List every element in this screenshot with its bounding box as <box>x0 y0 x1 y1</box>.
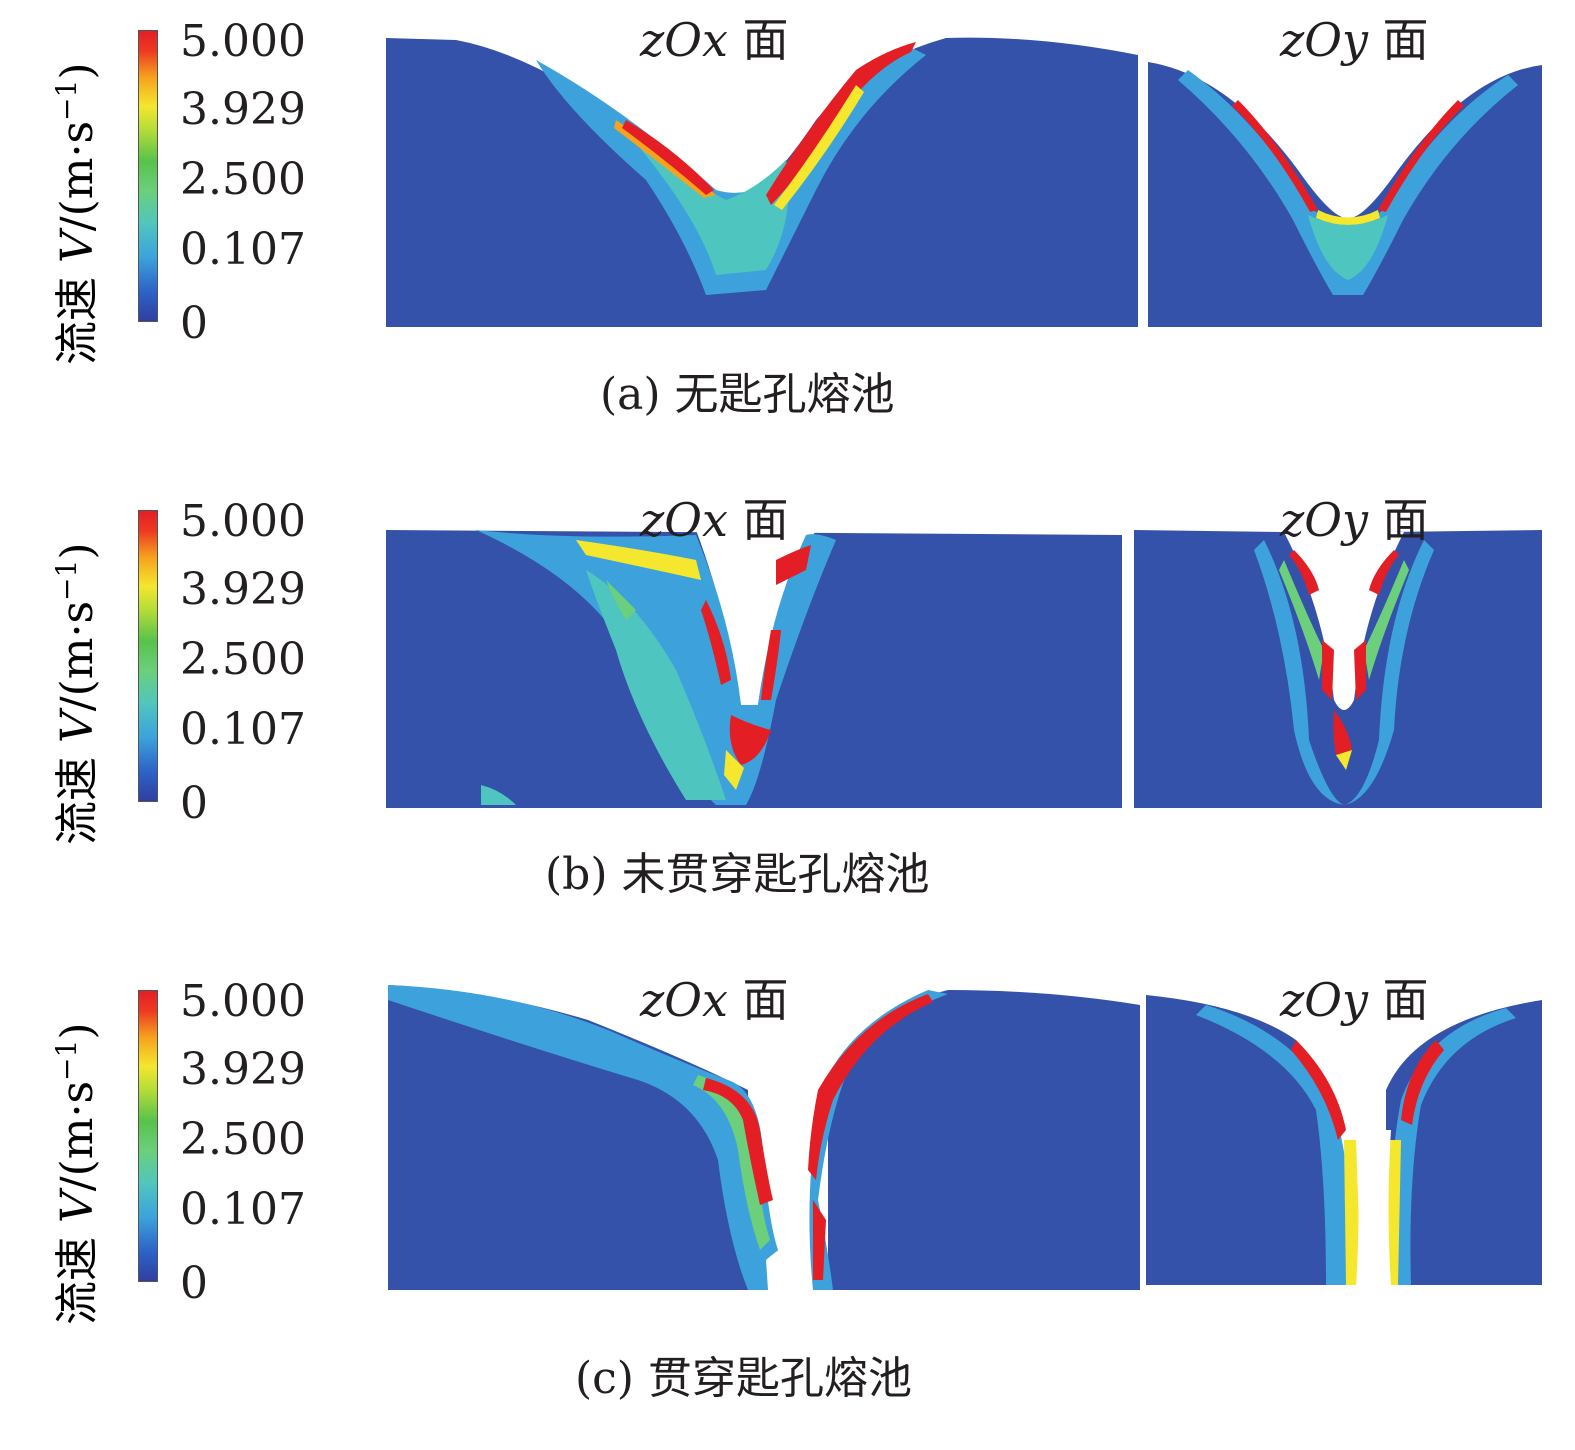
colorbar-tick: 0 <box>180 298 208 349</box>
zoy-panel <box>1148 20 1542 330</box>
colorbar-title: 流速 V/(m·s−1) <box>40 500 110 850</box>
caption-c: (c) 贯穿匙孔熔池 <box>575 1353 912 1404</box>
colorbar-gradient <box>138 990 158 1282</box>
row-a-no-keyhole: 流速 V/(m·s−1) 5.000 3.929 2.500 0.107 0 z… <box>0 13 1575 490</box>
colorbar-tick: 2.500 <box>180 154 306 205</box>
caption-b: (b) 未贯穿匙孔熔池 <box>545 849 930 900</box>
colorbar-legend: 流速 V/(m·s−1) 5.000 3.929 2.500 0.107 0 <box>40 500 340 850</box>
row-c-full-keyhole: 流速 V/(m·s−1) 5.000 3.929 2.500 0.107 0 z… <box>0 973 1575 1450</box>
zox-plane-label: zOx 面 <box>640 13 789 67</box>
colorbar-tick: 0.107 <box>180 704 306 755</box>
colorbar-tick: 0.107 <box>180 224 306 275</box>
zox-panel <box>386 20 1138 330</box>
colorbar-title: 流速 V/(m·s−1) <box>40 980 110 1330</box>
svg-text:流速 V/(m·s−1): 流速 V/(m·s−1) <box>50 1022 103 1325</box>
colorbar-legend: 流速 V/(m·s−1) 5.000 3.929 2.500 0.107 0 <box>40 20 340 370</box>
zox-panel <box>386 500 1122 810</box>
zoy-plane-label: zOy 面 <box>1280 493 1429 547</box>
row-b-partial-keyhole: 流速 V/(m·s−1) 5.000 3.929 2.500 0.107 0 z… <box>0 493 1575 970</box>
colorbar-tick: 0 <box>180 778 208 829</box>
colorbar-tick: 3.929 <box>180 1044 306 1095</box>
zoy-plane-label: zOy 面 <box>1280 973 1429 1027</box>
svg-text:流速 V/(m·s−1): 流速 V/(m·s−1) <box>50 62 103 365</box>
caption-a: (a) 无匙孔熔池 <box>600 369 895 420</box>
colorbar-legend: 流速 V/(m·s−1) 5.000 3.929 2.500 0.107 0 <box>40 980 340 1330</box>
zoy-panel <box>1134 500 1542 810</box>
zoy-plane-label: zOy 面 <box>1280 13 1429 67</box>
zoy-panel <box>1146 980 1542 1290</box>
colorbar-tick: 0 <box>180 1258 208 1309</box>
zox-plane-label: zOx 面 <box>640 973 789 1027</box>
zox-panel <box>388 980 1140 1290</box>
colorbar-tick: 0.107 <box>180 1184 306 1235</box>
colorbar-tick: 5.000 <box>180 496 306 547</box>
colorbar-gradient <box>138 510 158 802</box>
colorbar-tick: 5.000 <box>180 976 306 1027</box>
colorbar-tick: 2.500 <box>180 1114 306 1165</box>
colorbar-tick: 2.500 <box>180 634 306 685</box>
colorbar-tick: 5.000 <box>180 16 306 67</box>
zox-plane-label: zOx 面 <box>640 493 789 547</box>
colorbar-gradient <box>138 30 158 322</box>
colorbar-title: 流速 V/(m·s−1) <box>40 20 110 370</box>
colorbar-tick: 3.929 <box>180 564 306 615</box>
svg-text:流速 V/(m·s−1): 流速 V/(m·s−1) <box>50 542 103 845</box>
colorbar-tick: 3.929 <box>180 84 306 135</box>
